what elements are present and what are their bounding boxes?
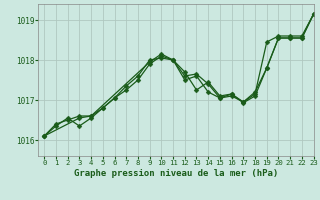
X-axis label: Graphe pression niveau de la mer (hPa): Graphe pression niveau de la mer (hPa) [74, 169, 278, 178]
